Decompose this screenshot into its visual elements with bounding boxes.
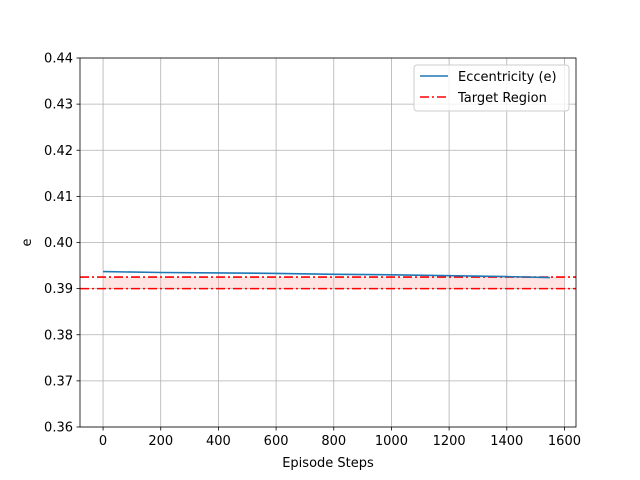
- legend-label-eccentricity: Eccentricity (e): [458, 70, 557, 85]
- x-tick-label: 1600: [548, 434, 581, 449]
- y-tick-label: 0.37: [44, 374, 73, 389]
- x-tick-label: 1400: [490, 434, 523, 449]
- x-tick-label: 800: [321, 434, 346, 449]
- series-layer: [103, 270, 551, 279]
- legend-box: [413, 64, 570, 112]
- target-region-layer: [80, 276, 576, 290]
- y-tick-label: 0.40: [44, 236, 73, 251]
- x-tick-label: 600: [264, 434, 289, 449]
- x-tick-label: 1200: [433, 434, 466, 449]
- x-tick-label: 400: [206, 434, 231, 449]
- legend-label-target-region: Target Region: [457, 91, 547, 106]
- y-tick-label: 0.41: [44, 190, 73, 205]
- x-axis-label: Episode Steps: [282, 456, 374, 471]
- legend: Eccentricity (e) Target Region: [413, 64, 570, 112]
- y-tick-label: 0.36: [44, 421, 73, 436]
- y-tick-label: 0.39: [44, 282, 73, 297]
- y-tick-label: 0.38: [44, 328, 73, 343]
- x-tick-label: 1000: [375, 434, 408, 449]
- tick-layer: 0 200 400 600 800 1000 1200 1400 1600 0.36 0.37 0.3…: [44, 52, 581, 450]
- target-region-fill: [103, 277, 565, 289]
- y-tick-label: 0.42: [44, 144, 73, 159]
- x-tick-label: 0: [99, 434, 107, 449]
- y-tick-label: 0.43: [44, 98, 73, 113]
- y-tick-label: 0.44: [44, 52, 73, 67]
- series-line-eccentricity: [103, 270, 551, 279]
- y-axis-label: e: [20, 239, 35, 247]
- x-tick-label: 200: [148, 434, 173, 449]
